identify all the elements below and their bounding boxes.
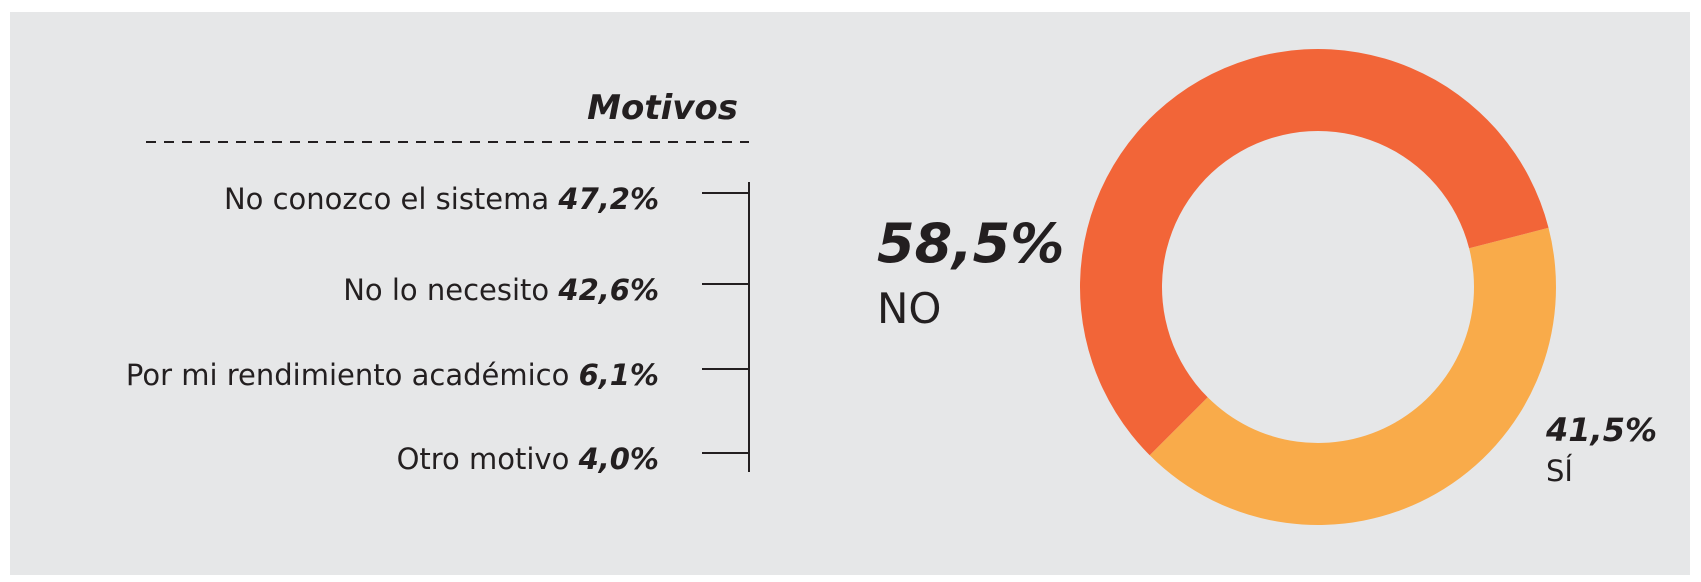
donut-segment xyxy=(1080,49,1549,456)
motive-label: No conozco el sistema xyxy=(224,182,549,216)
motive-label: Otro motivo xyxy=(397,442,570,476)
donut-segment xyxy=(1149,227,1557,526)
value-label: 41,5% xyxy=(1545,411,1657,449)
category-label: SÍ xyxy=(1546,454,1573,488)
value-label: 58,5% xyxy=(877,212,1064,275)
motives-title: Motivos xyxy=(587,88,738,128)
motive-item: Por mi rendimiento académico 6,1% xyxy=(126,358,659,392)
motive-item: Otro motivo 4,0% xyxy=(397,442,659,476)
motive-value: 4,0% xyxy=(578,442,659,476)
motive-value: 47,2% xyxy=(557,182,659,216)
motive-label: No lo necesito xyxy=(343,273,549,307)
category-label: NO xyxy=(877,284,941,333)
motive-item: No conozco el sistema 47,2% xyxy=(224,182,659,216)
motive-value: 6,1% xyxy=(579,358,659,392)
motive-label: Por mi rendimiento académico xyxy=(126,358,569,392)
motive-value: 42,6% xyxy=(557,273,659,307)
motive-item: No lo necesito 42,6% xyxy=(343,273,659,307)
